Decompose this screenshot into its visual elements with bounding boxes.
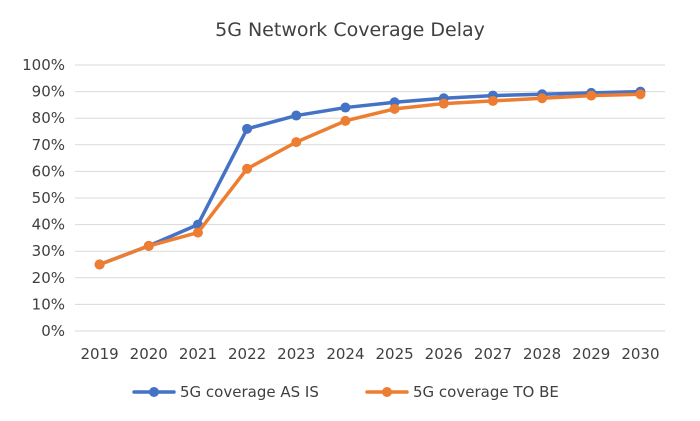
gridlines [75, 64, 665, 332]
y-axis-tick-labels: 0% 10% 20% 30% 40% 50% 60% 70% 80% 90% 100% [22, 56, 65, 340]
x-axis-tick-labels: 2019 2020 2021 2022 2023 2024 2025 2026 2027 2028… [80, 345, 659, 363]
chart-title: 5G Network Coverage Delay [215, 19, 485, 41]
x-tick-label: 2019 [80, 345, 118, 363]
data-point [242, 123, 253, 134]
data-point [537, 93, 548, 104]
x-tick-label: 2023 [277, 345, 315, 363]
legend: 5G coverage AS IS 5G coverage TO BE [132, 383, 559, 401]
series-line [97, 89, 643, 267]
x-tick-label: 2027 [474, 345, 512, 363]
legend-label: 5G coverage TO BE [413, 383, 559, 401]
y-tick-label: 40% [32, 216, 65, 234]
y-tick-label: 60% [32, 162, 65, 180]
x-tick-label: 2025 [375, 345, 413, 363]
data-point [635, 89, 646, 100]
x-tick-label: 2029 [572, 345, 610, 363]
series-2 [94, 89, 646, 270]
legend-item: 5G coverage AS IS [132, 383, 319, 401]
y-tick-label: 50% [32, 189, 65, 207]
data-point [487, 95, 498, 106]
x-tick-label: 2028 [523, 345, 561, 363]
y-tick-label: 70% [32, 136, 65, 154]
data-point [291, 110, 302, 121]
data-point [340, 102, 351, 113]
y-tick-label: 80% [32, 109, 65, 127]
legend-marker [382, 387, 392, 397]
x-tick-label: 2021 [179, 345, 217, 363]
y-tick-label: 100% [22, 56, 65, 74]
x-tick-label: 2024 [326, 345, 364, 363]
y-tick-label: 0% [41, 322, 65, 340]
data-point [192, 227, 203, 238]
x-tick-label: 2030 [621, 345, 659, 363]
legend-marker [149, 387, 159, 397]
data-point [242, 163, 253, 174]
y-tick-label: 20% [32, 269, 65, 287]
y-tick-label: 30% [32, 242, 65, 260]
legend-item: 5G coverage TO BE [365, 383, 559, 401]
data-point [143, 240, 154, 251]
x-tick-label: 2026 [425, 345, 463, 363]
series-lines [94, 86, 646, 270]
x-tick-label: 2020 [130, 345, 168, 363]
x-tick-label: 2022 [228, 345, 266, 363]
data-point [438, 98, 449, 109]
data-point [291, 137, 302, 148]
y-tick-label: 90% [32, 83, 65, 101]
legend-label: 5G coverage AS IS [180, 383, 319, 401]
data-point [340, 115, 351, 126]
data-point [586, 90, 597, 101]
series-line [97, 92, 643, 267]
y-tick-label: 10% [32, 295, 65, 313]
data-point [94, 259, 105, 270]
data-point [389, 103, 400, 114]
